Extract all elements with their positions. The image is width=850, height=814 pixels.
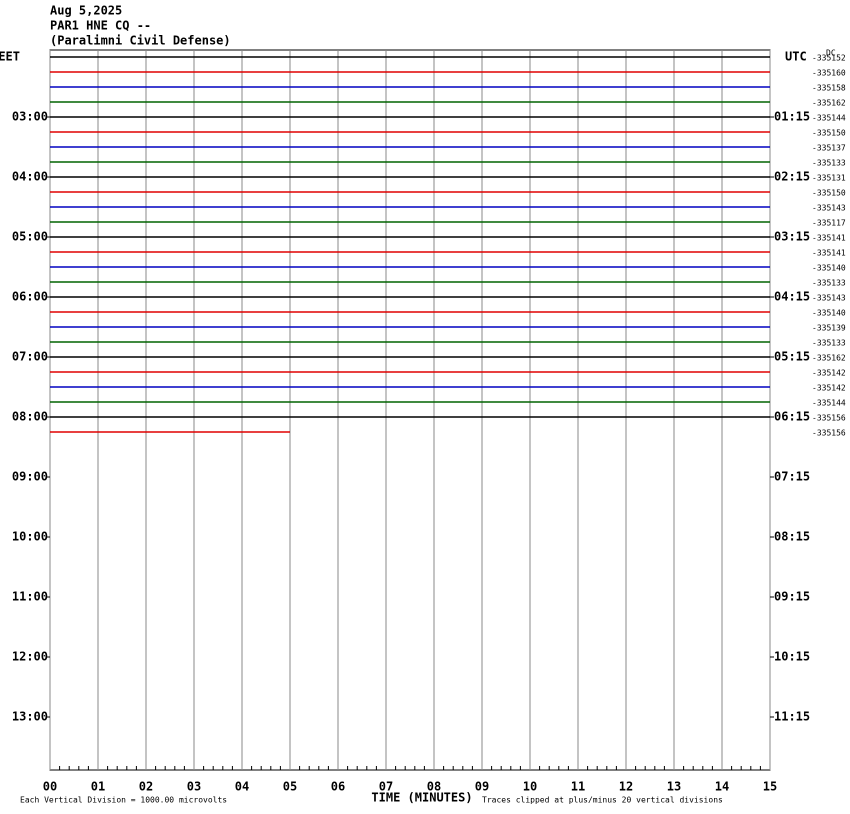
x-axis-label: TIME (MINUTES) <box>371 791 472 805</box>
dc-offset-label: -335156 <box>812 414 846 423</box>
dc-offset-label: -335144 <box>812 114 846 123</box>
y2-tick-label: 06:15 <box>774 410 810 424</box>
dc-offset-label: -335140 <box>812 264 846 273</box>
y-tick-label: 13:00 <box>12 710 48 724</box>
dc-offset-label: -335133 <box>812 159 846 168</box>
y-tick-label: 05:00 <box>12 230 48 244</box>
x-tick-label: 09 <box>475 780 489 794</box>
dc-offset-label: -335117 <box>812 219 846 228</box>
dc-offset-label: -335137 <box>812 144 846 153</box>
dc-offset-label: -335156 <box>812 429 846 438</box>
station: PAR1 HNE CQ -- <box>50 19 151 33</box>
y-tick-label: 07:00 <box>12 350 48 364</box>
dc-offset-label: -335142 <box>812 384 846 393</box>
site: (Paralimni Civil Defense) <box>50 34 231 48</box>
dc-offset-label: -335160 <box>812 69 846 78</box>
x-tick-label: 08 <box>427 780 441 794</box>
y2-tick-label: 07:15 <box>774 470 810 484</box>
dc-offset-label: -335133 <box>812 339 846 348</box>
dc-offset-label: -335150 <box>812 129 846 138</box>
dc-offset-label: -335140 <box>812 309 846 318</box>
x-tick-label: 06 <box>331 780 345 794</box>
dc-offset-label: -335143 <box>812 204 846 213</box>
dc-offset-label: -335139 <box>812 324 846 333</box>
y-tick-label: 11:00 <box>12 590 48 604</box>
dc-offset-label: -335150 <box>812 189 846 198</box>
y-tick-label: 09:00 <box>12 470 48 484</box>
dc-offset-label: -335131 <box>812 174 846 183</box>
x-tick-label: 15 <box>763 780 777 794</box>
right-timezone: UTC <box>785 50 807 64</box>
x-tick-label: 11 <box>571 780 585 794</box>
x-tick-label: 05 <box>283 780 297 794</box>
dc-offset-label: -335158 <box>812 84 846 93</box>
y2-tick-label: 11:15 <box>774 710 810 724</box>
dc-offset-label: -335144 <box>812 399 846 408</box>
x-tick-label: 01 <box>91 780 105 794</box>
x-tick-label: 10 <box>523 780 537 794</box>
y2-tick-label: 09:15 <box>774 590 810 604</box>
x-tick-label: 03 <box>187 780 201 794</box>
y-tick-label: 03:00 <box>12 110 48 124</box>
x-tick-label: 04 <box>235 780 249 794</box>
plot-frame <box>49 49 771 771</box>
dc-offset-label: -335162 <box>812 99 846 108</box>
dc-offset-label: -335142 <box>812 369 846 378</box>
x-tick-label: 07 <box>379 780 393 794</box>
date: Aug 5,2025 <box>50 4 122 18</box>
footer-left: Each Vertical Division = 1000.00 microvo… <box>20 796 227 805</box>
x-tick-label: 14 <box>715 780 729 794</box>
dc-offset-label: -335152 <box>812 54 846 63</box>
y2-tick-label: 08:15 <box>774 530 810 544</box>
y2-tick-label: 03:15 <box>774 230 810 244</box>
dc-offset-label: -335143 <box>812 294 846 303</box>
y2-tick-label: 05:15 <box>774 350 810 364</box>
y-tick-label: 04:00 <box>12 170 48 184</box>
x-tick-label: 02 <box>139 780 153 794</box>
x-tick-label: 12 <box>619 780 633 794</box>
footer-right: Traces clipped at plus/minus 20 vertical… <box>482 796 723 805</box>
x-tick-label: 00 <box>43 780 57 794</box>
y2-tick-label: 02:15 <box>774 170 810 184</box>
y2-tick-label: 01:15 <box>774 110 810 124</box>
dc-offset-label: -335133 <box>812 279 846 288</box>
y-tick-label: 08:00 <box>12 410 48 424</box>
y2-tick-label: 10:15 <box>774 650 810 664</box>
dc-offset-label: -335141 <box>812 249 846 258</box>
y-tick-label: 12:00 <box>12 650 48 664</box>
dc-offset-label: -335162 <box>812 354 846 363</box>
dc-offset-label: -335141 <box>812 234 846 243</box>
y-tick-label: 06:00 <box>12 290 48 304</box>
y2-tick-label: 04:15 <box>774 290 810 304</box>
dc-label: DC <box>826 49 836 58</box>
y-tick-label: 10:00 <box>12 530 48 544</box>
x-tick-label: 13 <box>667 780 681 794</box>
left-timezone: EET <box>0 50 20 64</box>
